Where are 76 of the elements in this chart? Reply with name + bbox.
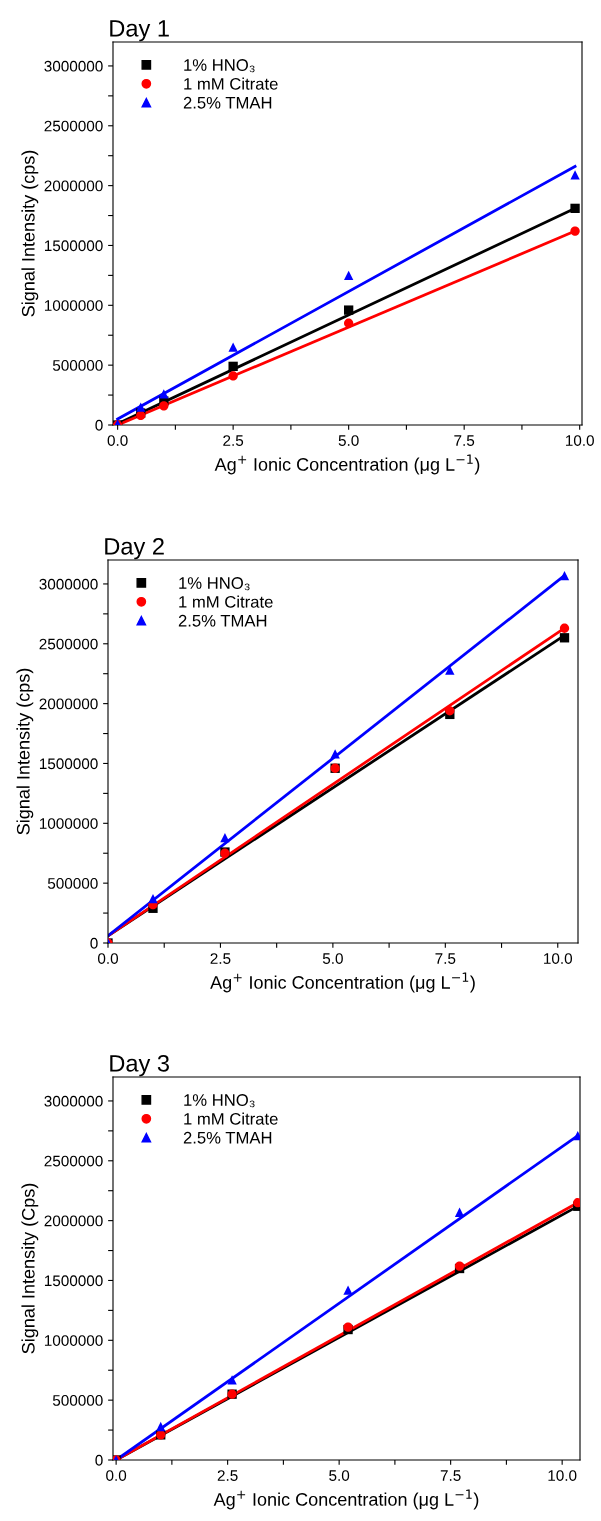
y-tick-label: 1000000 [44, 300, 103, 311]
x-tick-label: 2.5 [217, 1470, 238, 1481]
point [156, 1421, 166, 1432]
y-tick-label: 2500000 [44, 120, 103, 132]
point [227, 1375, 237, 1385]
point [159, 401, 169, 411]
legend-label: 1 mM Citrate [184, 1112, 278, 1125]
legend-label: 2.5% TMAH [183, 1131, 272, 1144]
x-tick-label: 0.0 [97, 953, 119, 964]
x-axis-title: Ag$^{+}$ Ionic Concentration (μg L$^{−1}$) [214, 454, 480, 475]
y-tick-label: 500000 [52, 1395, 103, 1406]
y-tick-label: 500000 [52, 360, 103, 371]
y-tick-label: 1500000 [44, 1275, 103, 1287]
point [344, 305, 354, 315]
y-tick-label: 2500000 [39, 638, 98, 650]
x-tick-label: 7.5 [440, 1470, 461, 1481]
legend-label: 2.5% TMAH [178, 614, 267, 627]
point [445, 706, 455, 716]
legend-label: 1% HNO₃ [184, 59, 255, 73]
point [343, 1285, 353, 1295]
point [344, 318, 354, 328]
legend-label: 1 mM Citrate [184, 77, 278, 90]
point [148, 894, 158, 904]
x-axis-title: Ag$^{+}$ Ionic Concentration (μg L$^{−1}$) [213, 1489, 479, 1510]
chart-title: Day 2 [105, 537, 164, 560]
y-tick-label: 2000000 [44, 1215, 103, 1227]
y-tick-label: 1500000 [44, 240, 103, 252]
y-tick-label: 1000000 [39, 818, 98, 829]
x-tick-label: 5.0 [322, 953, 343, 964]
chart-title: Day 1 [110, 20, 169, 42]
point [559, 570, 570, 581]
x-tick-label: 0.0 [106, 1470, 127, 1481]
x-tick-label: 7.5 [435, 953, 456, 964]
x-tick-label: 10.0 [565, 435, 594, 446]
x-tick-label: 2.5 [223, 435, 244, 446]
point [220, 833, 230, 843]
x-tick-label: 10.0 [548, 1470, 577, 1481]
point [228, 371, 238, 381]
point [159, 389, 169, 399]
y-tick-label: 500000 [47, 878, 98, 889]
y-tick-label: 0 [90, 937, 98, 949]
legend-label: 1% HNO₃ [184, 1094, 255, 1108]
y-tick-label: 1000000 [44, 1335, 103, 1346]
point [228, 342, 238, 352]
x-tick-label: 2.5 [210, 953, 231, 964]
y-axis-title: Signal Intensity (Cps) [21, 1183, 39, 1354]
point [330, 749, 340, 759]
y-tick-label: 2000000 [39, 698, 98, 710]
point [559, 633, 570, 643]
y-axis-title: Signal Intensity (cps) [16, 668, 34, 835]
x-tick-label: 10.0 [544, 953, 573, 964]
legend-label: 1% HNO₃ [179, 577, 250, 591]
x-axis-title: Ag$^{+}$ Ionic Concentration (μg L$^{−1}$) [210, 972, 475, 993]
legend-label: 1 mM Citrate [179, 595, 273, 608]
x-tick-label: 5.0 [338, 435, 359, 446]
point [136, 402, 146, 412]
point [570, 170, 580, 180]
point [570, 226, 580, 236]
point [344, 270, 354, 281]
point [559, 623, 570, 633]
point [570, 203, 580, 214]
y-tick-label: 2000000 [44, 180, 103, 192]
y-tick-label: 3000000 [39, 578, 98, 590]
y-axis-title: Signal Intensity (cps) [21, 150, 39, 317]
x-tick-label: 7.5 [454, 435, 475, 446]
y-tick-label: 3000000 [44, 1095, 103, 1107]
y-tick-label: 0 [95, 1454, 103, 1466]
point [228, 361, 238, 372]
y-tick-label: 3000000 [44, 60, 103, 72]
y-tick-label: 0 [95, 419, 103, 431]
y-tick-label: 1500000 [39, 758, 98, 770]
x-tick-label: 0.0 [107, 435, 128, 446]
x-tick-label: 5.0 [329, 1470, 350, 1481]
legend-label: 2.5% TMAH [183, 96, 272, 109]
y-tick-label: 2500000 [44, 1155, 103, 1167]
chart-title: Day 3 [110, 1054, 169, 1077]
